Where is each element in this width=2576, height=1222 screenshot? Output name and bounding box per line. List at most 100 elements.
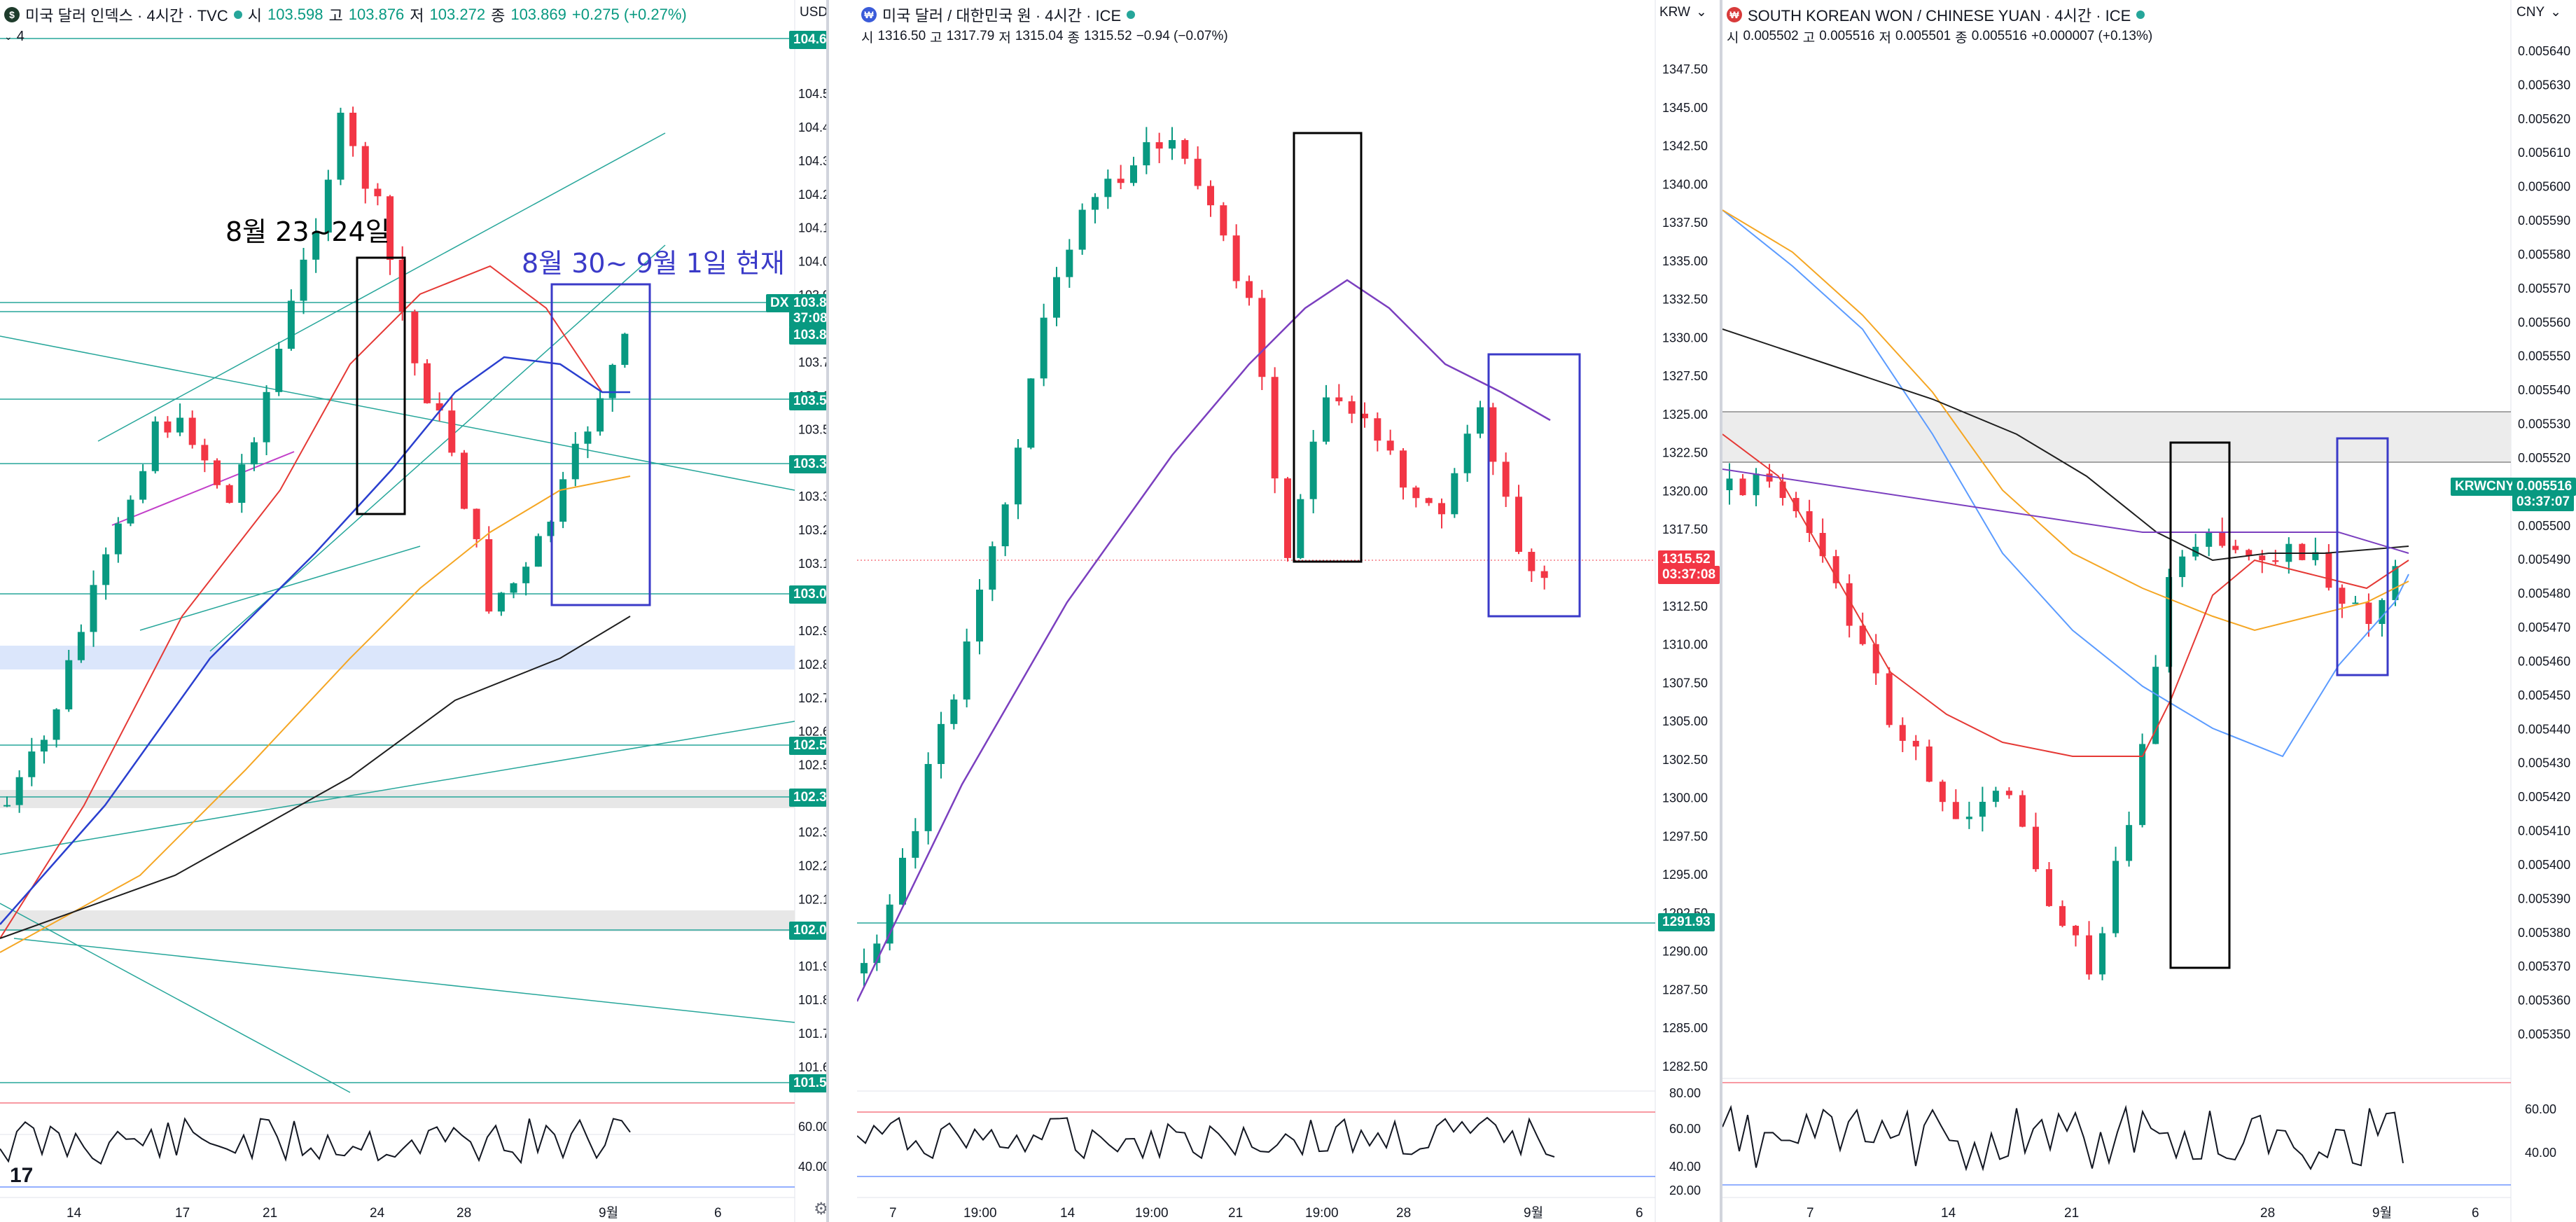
dxy-candle [28, 751, 36, 777]
price-tick: 1307.50 [1662, 676, 1708, 690]
price-tick: 0.005490 [2518, 553, 2570, 567]
high-value: 0.005516 [1819, 29, 1875, 43]
panel-divider[interactable] [1720, 0, 1722, 1222]
krwcny-candle [2325, 552, 2332, 588]
symbol-header[interactable]: $ 미국 달러 인덱스 · 4시간 · TVC 시 103.598 고 103.87… [4, 4, 687, 25]
usdkrw-candle [1412, 487, 1420, 499]
symbol-title: 미국 달러 인덱스 · 4시간 · TVC [25, 7, 228, 25]
dxy-candle [571, 443, 579, 480]
price-tick: 0.005630 [2518, 78, 2570, 92]
dxy-candle [164, 421, 172, 433]
price-tick: 0.005580 [2518, 247, 2570, 261]
usdkrw-candle [1348, 401, 1356, 414]
krwcny-candle [1886, 673, 1893, 725]
currency-selector[interactable]: USD⌄ [800, 4, 826, 20]
usdkrw-candle [1194, 158, 1202, 186]
usdkrw-chart-canvas[interactable]: 1347.50 1345.00 1342.50 1340.00 1337.50 1335.… [857, 0, 1720, 1222]
krwcny-candle [2166, 577, 2173, 667]
symbol-badge: KRWCNY [2451, 478, 2519, 496]
dxy-candle [139, 471, 147, 500]
price-tick: 1317.50 [1662, 522, 1708, 536]
usdkrw-candle [1001, 504, 1009, 547]
high-label: 고 [328, 7, 343, 25]
dxy-candle [250, 442, 258, 465]
price-badge: 103.004 [789, 585, 826, 604]
krwcny-chart-canvas[interactable]: 0.005640 0.005630 0.005620 0.005610 0.005600… [1722, 0, 2576, 1222]
krwcny-candle [2232, 546, 2239, 550]
usdkrw-candle [1400, 450, 1407, 488]
indicator-toggle[interactable]: ⌄ 4 [4, 28, 25, 45]
krwcny-candle [1952, 802, 1959, 819]
usdkrw-candle [1335, 397, 1343, 402]
price-tick: 101.700 [798, 1027, 826, 1041]
price-tick: 101.900 [798, 959, 826, 973]
dxy-candle [287, 300, 295, 349]
dxy-candle [473, 508, 480, 539]
dxy-candle [263, 391, 270, 443]
ma-black-line [1722, 328, 2409, 562]
symbol-title: 미국 달러 / 대한민국 원 · 4시간 · ICE [882, 7, 1122, 25]
dxy-candle [460, 452, 468, 509]
dxy-candle [361, 146, 369, 189]
symbol-header[interactable]: ₩ 미국 달러 / 대한민국 원 · 4시간 · ICE [861, 4, 1136, 25]
chart-panel-krwcny[interactable]: ₩ SOUTH KOREAN WON / CHINESE YUAN · 4시간 … [1722, 0, 2576, 1222]
chevron-down-icon: ⌄ [4, 30, 13, 42]
trend-line [0, 903, 351, 1093]
settings-icon[interactable]: ⚙ [814, 1200, 826, 1218]
tradingview-logo[interactable]: 17 [10, 1164, 34, 1187]
flag-icon: ₩ [861, 7, 877, 22]
usdkrw-candle [1438, 503, 1445, 515]
price-tick: 0.005350 [2518, 1027, 2570, 1041]
ma-orange-line [1722, 209, 2409, 632]
chart-panel-dxy[interactable]: $ 미국 달러 인덱스 · 4시간 · TVC 시 103.598 고 103.87… [0, 0, 826, 1222]
dxy-candle [275, 349, 283, 392]
usdkrw-candle [976, 589, 983, 642]
dxy-candle [176, 417, 184, 433]
dxy-candle [40, 740, 48, 752]
price-tick: 102.700 [798, 691, 826, 705]
currency-selector[interactable]: KRW ⌄ [1659, 4, 1707, 20]
currency-label: CNY [2516, 4, 2545, 20]
usdkrw-candle [1181, 140, 1189, 159]
price-tick: 1337.50 [1662, 216, 1708, 230]
price-tick: 1310.00 [1662, 638, 1708, 652]
dxy-candle [4, 805, 11, 807]
price-tick: 0.005570 [2518, 282, 2570, 296]
usdkrw-candle [1040, 317, 1047, 379]
price-tick: 103.200 [798, 523, 826, 537]
dxy-chart-canvas[interactable]: 104.500 104.400 104.300 104.200 104.100 104.0… [0, 0, 826, 1222]
dxy-candle [436, 403, 443, 411]
usdkrw-candle [861, 963, 868, 973]
price-tick: 0.005550 [2518, 349, 2570, 363]
dxy-candle [114, 523, 122, 555]
panel-divider[interactable] [826, 0, 829, 1222]
krwcny-candle [2246, 550, 2253, 556]
currency-selector[interactable]: CNY ⌄ [2516, 4, 2561, 20]
usdkrw-candle [1463, 433, 1471, 473]
price-tick: 0.005590 [2518, 214, 2570, 228]
market-open-icon [2136, 11, 2145, 19]
price-tick: 102.100 [798, 892, 826, 906]
krwcny-candle [1766, 473, 1773, 482]
usdkrw-candle [1323, 397, 1330, 442]
time-tick: 14 [67, 1206, 82, 1221]
ma-blue-line [0, 356, 630, 925]
high-value: 103.876 [348, 6, 405, 23]
time-tick: 21 [2064, 1206, 2079, 1221]
symbol-header[interactable]: ₩ SOUTH KOREAN WON / CHINESE YUAN · 4시간 … [1727, 4, 2145, 25]
krwcny-candle [1739, 478, 1746, 496]
krwcny-candle [2219, 532, 2226, 546]
high-value: 1317.79 [946, 29, 995, 43]
price-tick: 104.000 [798, 255, 826, 269]
usdkrw-candle [989, 546, 996, 590]
time-tick: 19:00 [1135, 1206, 1169, 1221]
time-tick: 6 [2472, 1206, 2479, 1221]
krwcny-candle [2379, 599, 2386, 624]
ohlc-row: 시 1316.50 고 1317.79 저 1315.04 종 1315.52 −0.9… [861, 28, 1228, 46]
price-tick: 0.005410 [2518, 824, 2570, 838]
osc-line [0, 1117, 631, 1165]
krwcny-candle [1806, 511, 1813, 534]
krwcny-candle [2365, 602, 2372, 624]
price-tick: 1345.00 [1662, 101, 1708, 115]
